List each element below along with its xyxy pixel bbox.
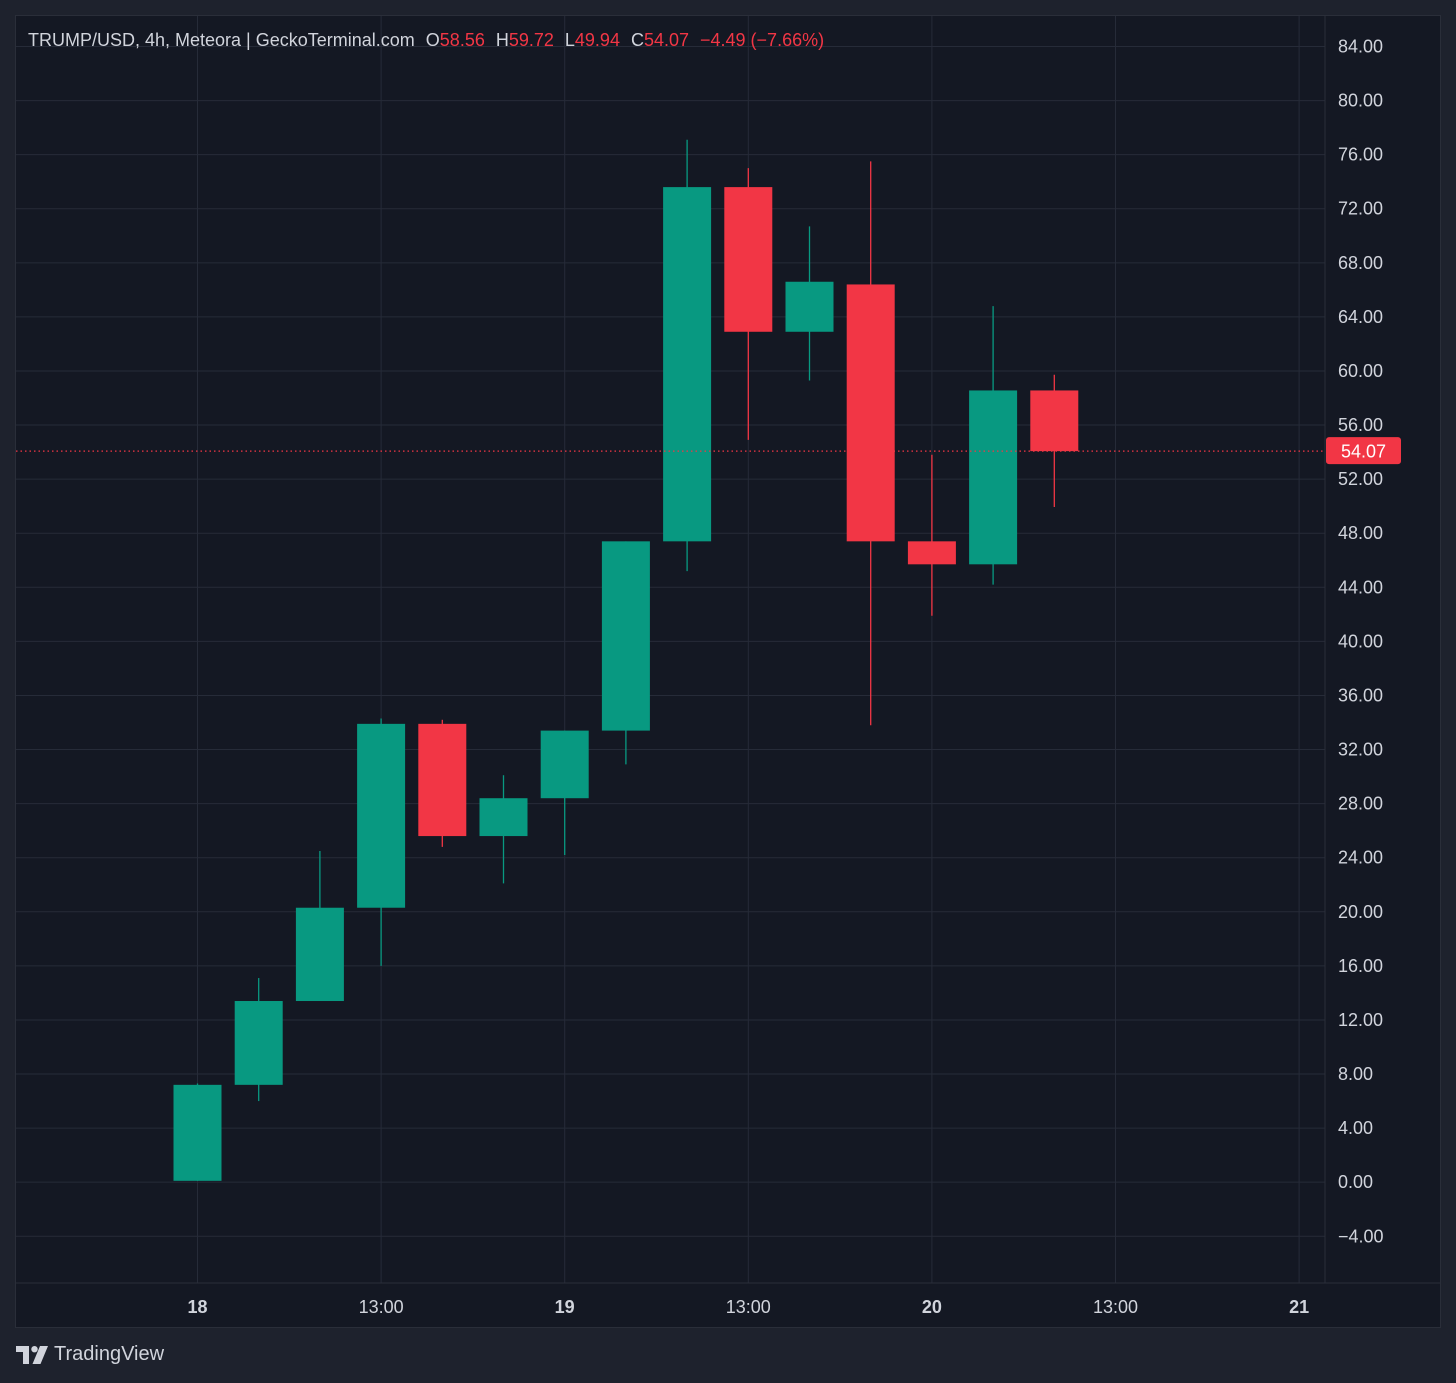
bearish-candle [1030, 374, 1079, 507]
bullish-candle [295, 850, 344, 1002]
y-tick-label: 20.00 [1338, 902, 1383, 922]
bullish-candle [540, 730, 589, 855]
y-tick-label: 56.00 [1338, 415, 1383, 435]
low-label: L [564, 30, 575, 50]
y-tick-label: 48.00 [1338, 523, 1383, 543]
candles [173, 139, 1079, 1181]
y-tick-label: 0.00 [1338, 1172, 1373, 1192]
last-price-badge [1326, 437, 1401, 465]
y-tick-label: 72.00 [1338, 199, 1383, 219]
symbol-legend: TRUMP/USD, 4h, Meteora | GeckoTerminal.c… [28, 30, 824, 51]
candle-body [785, 281, 834, 332]
y-tick-label: 80.00 [1338, 91, 1383, 111]
candle-body [418, 723, 467, 837]
symbol-label: TRUMP/USD, 4h, Meteora | GeckoTerminal.c… [28, 30, 415, 50]
low-value: 49.94 [574, 30, 620, 50]
bullish-candle [601, 541, 650, 765]
y-tick-label: 40.00 [1338, 631, 1383, 651]
candle-body [540, 730, 589, 799]
candle-body [907, 541, 956, 565]
candle-body [601, 541, 650, 731]
y-tick-label: 28.00 [1338, 794, 1383, 814]
y-tick-label: 84.00 [1338, 37, 1383, 57]
x-tick-label: 18 [187, 1297, 207, 1317]
y-tick-label: 44.00 [1338, 577, 1383, 597]
x-tick-label: 21 [1289, 1297, 1309, 1317]
y-tick-label: 36.00 [1338, 685, 1383, 705]
bearish-candle [846, 161, 895, 726]
bullish-candle [234, 978, 283, 1102]
bullish-candle [785, 226, 834, 381]
x-tick-label: 13:00 [726, 1297, 771, 1317]
y-tick-label: 52.00 [1338, 469, 1383, 489]
high-label: H [495, 30, 509, 50]
change-value: −4.49 (−7.66%) [700, 30, 825, 50]
brand-name: TradingView [54, 1343, 165, 1365]
y-tick-label: 60.00 [1338, 361, 1383, 381]
y-tick-label: 16.00 [1338, 956, 1383, 976]
y-tick-label: 68.00 [1338, 253, 1383, 273]
bullish-candle [173, 1083, 222, 1181]
x-tick-label: 13:00 [359, 1297, 404, 1317]
close-value: 54.07 [643, 30, 689, 50]
bullish-candle [357, 718, 406, 966]
candle-body [846, 284, 895, 542]
candle-body [969, 390, 1018, 565]
bullish-candle [663, 139, 712, 572]
price-axis[interactable]: 84.00 80.00 76.00 72.00 68.00 64.00 60.00 56.00… [1338, 37, 1384, 1247]
bearish-candle [724, 168, 773, 440]
y-tick-label: −4.00 [1338, 1226, 1384, 1246]
bullish-candle [969, 306, 1018, 585]
bullish-candle [479, 775, 528, 884]
tradingview-brand[interactable]: TradingView [16, 1343, 164, 1366]
last-price-label: 54.07 [1341, 442, 1386, 462]
y-tick-label: 8.00 [1338, 1064, 1373, 1084]
tradingview-logo-icon [16, 1345, 48, 1364]
close-label: C [630, 30, 644, 50]
last-price-line: 54.07 [16, 437, 1401, 465]
candle-body [295, 907, 344, 1002]
time-axis[interactable]: 18 13:00 19 13:00 20 13:00 21 [187, 1297, 1309, 1317]
y-tick-label: 24.00 [1338, 848, 1383, 868]
high-value: 59.72 [508, 30, 554, 50]
y-tick-label: 64.00 [1338, 307, 1383, 327]
candle-body [724, 187, 773, 332]
y-tick-label: 32.00 [1338, 740, 1383, 760]
candle-body [173, 1084, 222, 1181]
open-value: 58.56 [439, 30, 485, 50]
open-label: O [425, 30, 440, 50]
bearish-candle [418, 719, 467, 847]
y-tick-label: 76.00 [1338, 145, 1383, 165]
x-tick-label: 20 [922, 1297, 942, 1317]
candle-body [357, 723, 406, 908]
y-tick-label: 4.00 [1338, 1118, 1373, 1138]
candle-body [479, 798, 528, 837]
candle-body [234, 1001, 283, 1085]
y-tick-label: 12.00 [1338, 1010, 1383, 1030]
x-tick-label: 13:00 [1093, 1297, 1138, 1317]
bearish-candle [907, 454, 956, 616]
candle-body [1030, 390, 1079, 452]
x-tick-label: 19 [555, 1297, 575, 1317]
candle-body [663, 187, 712, 542]
